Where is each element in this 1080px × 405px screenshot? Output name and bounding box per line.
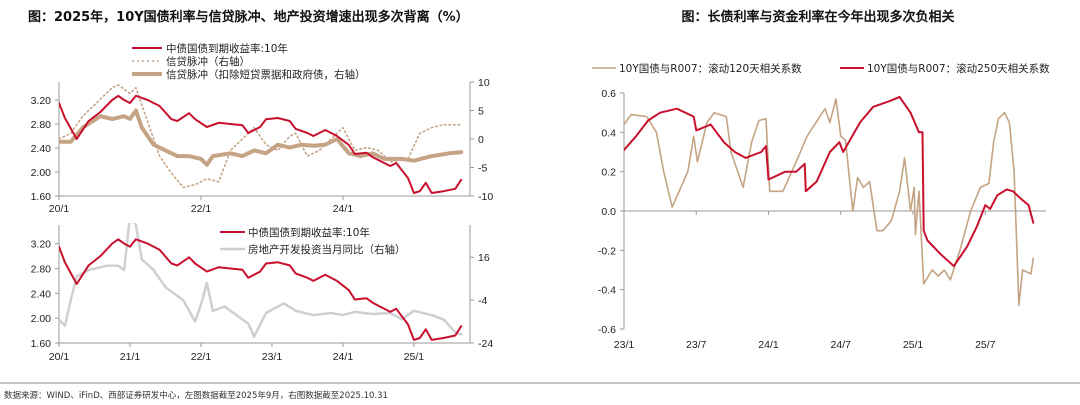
y-left-tick-label: 3.20 <box>31 239 52 251</box>
x-tick-label: 20/1 <box>49 203 70 215</box>
x-tick-label: 24/7 <box>831 339 852 351</box>
y-right-tick-label: -10 <box>478 191 493 203</box>
x-tick-label: 25/1 <box>903 339 924 351</box>
y-left-tick-label: 2.40 <box>31 288 52 300</box>
legend-label-yield: 中债国债到期收益率:10年 <box>166 42 288 55</box>
left-chart-title: 图：2025年，10Y国债利率与信贷脉冲、地产投资增速出现多次背离（%） <box>28 9 469 25</box>
y-right-tick-label: 10 <box>478 77 490 89</box>
y-right-tick-label: -24 <box>478 338 493 350</box>
top-left-plot: 3.20 2.80 2.40 2.00 1.60 10 5 0 -5 -10 20/1 22/1 24/… <box>31 77 494 215</box>
legend-label-120d: 10Y国债与R007：滚动120天相关系数 <box>619 62 802 75</box>
x-tick-label: 23/1 <box>262 351 283 363</box>
x-tick-label: 23/1 <box>614 339 635 351</box>
y-right-tick-label: -5 <box>478 163 487 175</box>
y-left-tick-label: 2.00 <box>31 167 52 179</box>
x-tick-label: 25/1 <box>404 351 425 363</box>
x-tick-label: 20/1 <box>49 351 70 363</box>
y-left-tick-label: -0.2 <box>598 245 616 257</box>
x-tick-label: 24/1 <box>758 339 779 351</box>
x-tick-label: 22/1 <box>191 351 212 363</box>
bottom-left-legend: 中债国债到期收益率:10年 房地产开发投资当月同比（右轴） <box>220 226 406 256</box>
series-line-0 <box>59 108 464 167</box>
y-left-tick-label: 0.2 <box>601 167 616 179</box>
legend-label-yield-2: 中债国债到期收益率:10年 <box>248 226 370 239</box>
series-line-1 <box>59 84 462 189</box>
y-left-tick-label: 1.60 <box>31 338 52 350</box>
legend-label-credit-impulse-ex: 信贷脉冲（扣除短贷票据和政府债，右轴） <box>166 68 366 81</box>
x-tick-label: 21/1 <box>120 351 141 363</box>
y-left-tick-label: 2.40 <box>31 143 52 155</box>
y-left-tick-label: 2.80 <box>31 119 52 131</box>
y-left-tick-label: -0.4 <box>598 285 616 297</box>
y-left-tick-label: 0.4 <box>601 127 616 139</box>
x-tick-label: 23/7 <box>686 339 707 351</box>
legend-label-real-estate: 房地产开发投资当月同比（右轴） <box>248 243 406 256</box>
y-left-tick-label: 0.0 <box>601 206 616 218</box>
series-line-0 <box>624 98 1035 307</box>
series-line-1 <box>624 95 1035 268</box>
y-left-tick-label: 2.00 <box>31 313 52 325</box>
series-line-0 <box>59 223 463 338</box>
y-right-tick-label: 0 <box>478 134 484 146</box>
y-left-tick-label: 0.6 <box>601 88 616 100</box>
x-tick-label: 24/1 <box>333 351 354 363</box>
y-right-tick-label: 5 <box>478 106 484 118</box>
right-chart-title: 图：长债利率与资金利率在今年出现多次负相关 <box>681 9 954 25</box>
footer-source: 数据来源：WIND、iFinD、西部证券研发中心，左图数据截至2025年9月，右… <box>4 390 388 401</box>
y-left-tick-label: -0.6 <box>598 324 616 336</box>
y-left-tick-label: 1.60 <box>31 191 52 203</box>
right-plot: 0.6 0.4 0.2 0.0 -0.2 -0.4 -0.6 23/1 23/7 24/1 24/7… <box>598 88 1046 351</box>
top-left-legend: 中债国债到期收益率:10年 信贷脉冲（右轴） 信贷脉冲（扣除短贷票据和政府债，右… <box>132 42 366 81</box>
right-legend: 10Y国债与R007：滚动120天相关系数 10Y国债与R007：滚动250天相… <box>592 62 1050 75</box>
legend-label-credit-impulse: 信贷脉冲（右轴） <box>166 55 250 68</box>
series-line-2 <box>59 94 463 194</box>
x-tick-label: 24/1 <box>333 203 354 215</box>
y-right-tick-label: -4 <box>478 295 487 307</box>
legend-label-250d: 10Y国债与R007：滚动250天相关系数 <box>867 62 1050 75</box>
x-tick-label: 25/7 <box>975 339 996 351</box>
y-left-tick-label: 2.80 <box>31 263 52 275</box>
y-left-tick-label: 3.20 <box>31 95 52 107</box>
x-tick-label: 22/1 <box>191 203 212 215</box>
y-right-tick-label: 16 <box>478 252 490 264</box>
bottom-left-plot: 3.20 2.80 2.40 2.00 1.60 16 -4 -24 20/1 21/1 22/1 2… <box>31 223 493 363</box>
series-line-1 <box>59 238 463 341</box>
